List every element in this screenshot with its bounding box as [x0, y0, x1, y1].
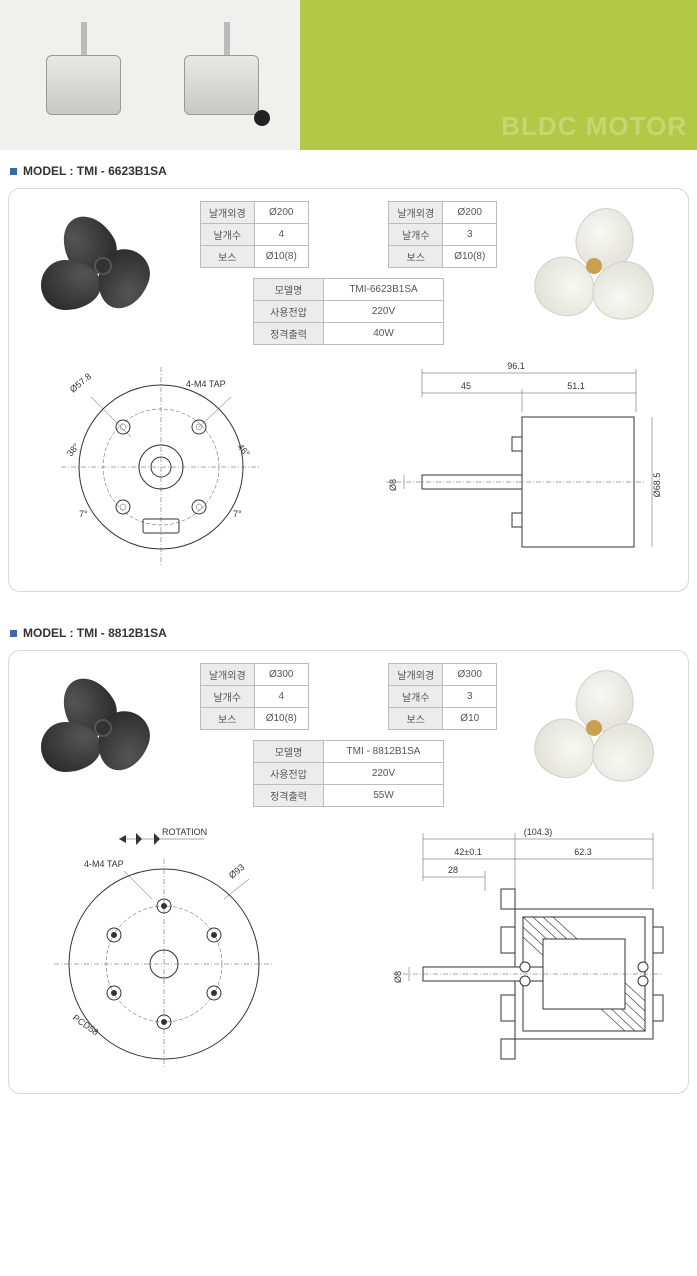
label-power: 정격출력 [254, 323, 324, 345]
bullet-icon [10, 168, 17, 175]
fan-right-spec-table: 날개외경Ø200 날개수3 보스Ø10(8) [388, 201, 497, 268]
dim-a38: 38° [65, 441, 82, 458]
model-spec-table: 모델명TMI - 8812B1SA 사용전압220V 정격출력55W [253, 740, 444, 807]
label-outer-dia: 날개외경 [389, 664, 443, 686]
dim-d8: Ø8 [393, 971, 403, 983]
dim-w4201: 42±0.1 [455, 847, 482, 857]
model-header-2: MODEL : TMI - 8812B1SA [0, 612, 697, 650]
label-blades: 날개수 [389, 224, 443, 246]
label-outer-dia: 날개외경 [389, 202, 443, 224]
val: Ø200 [443, 202, 497, 224]
dim-a46: 46° [236, 442, 253, 459]
front-drawing-1: Ø57.8 4-M4 TAP 38° 46° 7° 7° [31, 357, 291, 577]
val: Ø10(8) [254, 246, 308, 268]
motor-photo-2 [154, 20, 274, 130]
label-voltage: 사용전압 [254, 763, 324, 785]
fan-dark-image [23, 201, 183, 331]
label-outer-dia: 날개외경 [200, 202, 254, 224]
front-drawing-2: ROTATION 4-M4 TAP PCD58 Ø93 [24, 819, 304, 1079]
val: TMI - 8812B1SA [324, 741, 444, 763]
val: 55W [324, 785, 444, 807]
dim-tap: 4-M4 TAP [186, 379, 226, 389]
label-boss: 보스 [200, 246, 254, 268]
model-header-1: MODEL : TMI - 6623B1SA [0, 150, 697, 188]
hero-title-area: BLDC MOTOR [300, 0, 697, 150]
val: Ø200 [254, 202, 308, 224]
val: 4 [254, 686, 308, 708]
dim-a7l: 7° [79, 509, 88, 519]
label-blades: 날개수 [200, 686, 254, 708]
dim-w1043: (104.3) [524, 827, 553, 837]
label-blades: 날개수 [200, 224, 254, 246]
label-outer-dia: 날개외경 [200, 664, 254, 686]
val: Ø10(8) [254, 708, 308, 730]
dim-d685: Ø68.5 [652, 473, 662, 498]
hero-banner: BLDC MOTOR [0, 0, 697, 150]
label-model: 모델명 [254, 741, 324, 763]
label-boss: 보스 [200, 708, 254, 730]
rotation-label: ROTATION [162, 827, 207, 837]
dim-a7r: 7° [233, 509, 242, 519]
motor-cross-section [393, 889, 663, 1059]
dim-d8: Ø8 [388, 479, 398, 491]
fan-light-image [514, 663, 674, 793]
model-header-text: MODEL : TMI - 8812B1SA [23, 626, 167, 640]
dim-w961: 96.1 [507, 361, 525, 371]
fan-dark-image [23, 663, 183, 793]
label-voltage: 사용전압 [254, 301, 324, 323]
val: 4 [254, 224, 308, 246]
val: 3 [443, 686, 497, 708]
val: 220V [324, 301, 444, 323]
dim-tap: 4-M4 TAP [84, 859, 124, 869]
hero-title: BLDC MOTOR [501, 111, 687, 142]
dim-w28: 28 [448, 865, 458, 875]
val: Ø10(8) [443, 246, 497, 268]
model-panel-1: 날개외경Ø200 날개수4 보스Ø10(8) 날개외경Ø200 날개수3 보스Ø… [8, 188, 689, 592]
val: Ø300 [443, 664, 497, 686]
model-header-text: MODEL : TMI - 6623B1SA [23, 164, 167, 178]
label-boss: 보스 [389, 708, 443, 730]
dim-w511: 51.1 [567, 381, 585, 391]
bullet-icon [10, 630, 17, 637]
fan-right-spec-table: 날개외경Ø300 날개수3 보스Ø10 [388, 663, 497, 730]
dim-d578: Ø57.8 [68, 371, 93, 394]
label-boss: 보스 [389, 246, 443, 268]
fan-left-spec-table: 날개외경Ø300 날개수4 보스Ø10(8) [200, 663, 309, 730]
val: 3 [443, 224, 497, 246]
dim-w45: 45 [461, 381, 471, 391]
val: Ø300 [254, 664, 308, 686]
dim-w623: 62.3 [574, 847, 592, 857]
dim-d93: Ø93 [227, 862, 246, 881]
fan-light-image [514, 201, 674, 331]
label-model: 모델명 [254, 279, 324, 301]
label-power: 정격출력 [254, 785, 324, 807]
model-spec-table: 모델명TMI-6623B1SA 사용전압220V 정격출력40W [253, 278, 444, 345]
val: Ø10 [443, 708, 497, 730]
val: 40W [324, 323, 444, 345]
val: TMI-6623B1SA [324, 279, 444, 301]
dim-pcd: PCD58 [71, 1012, 101, 1037]
motor-photo-1 [26, 20, 146, 130]
fan-left-spec-table: 날개외경Ø200 날개수4 보스Ø10(8) [200, 201, 309, 268]
hero-product-photos [0, 0, 300, 150]
model-panel-2: 날개외경Ø300 날개수4 보스Ø10(8) 날개외경Ø300 날개수3 보스Ø… [8, 650, 689, 1094]
side-drawing-2: (104.3) 42±0.1 62.3 28 [323, 819, 673, 1079]
val: 220V [324, 763, 444, 785]
label-blades: 날개수 [389, 686, 443, 708]
side-drawing-1: 96.1 45 51.1 Ø8 Ø68.5 [326, 357, 666, 577]
